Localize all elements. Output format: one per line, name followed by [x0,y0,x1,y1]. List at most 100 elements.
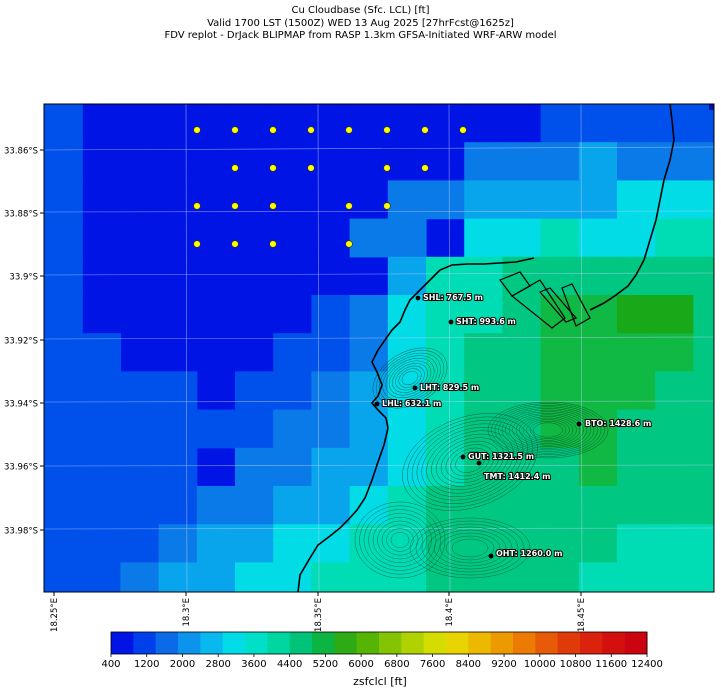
station-label: BTO: 1428.6 m [585,419,651,428]
colorbar-tick-label: 9200 [491,659,516,670]
colorbar-swatch [446,632,469,654]
lat-tick-label: 33.98°S [4,527,38,537]
lat-tick-label: 33.92°S [4,337,38,347]
grid-point [269,164,277,172]
longitude-axis: 18.25°E 18.3°E 18.35°E 18.4°E 18.45°E [50,592,587,632]
grid-point [421,164,429,172]
station-label: GUT: 1321.5 m [468,452,534,461]
colorbar-tick-label: 7600 [420,659,445,670]
grid-point [345,202,353,210]
stations: SHL: 767.5 m SHT: 993.6 m LHT: 829.5 m LHL:… [374,292,652,559]
grid-point [231,164,239,172]
lat-tick-label: 33.9°S [9,273,38,283]
lon-tick-label: 18.25°E [50,598,60,632]
colorbar-swatch [624,632,648,654]
grid-point [345,126,353,134]
colorbar-swatch [580,632,603,654]
grid-points [193,126,467,248]
colorbar-swatch [356,632,380,654]
grid-point [269,126,277,134]
title-line-2: Valid 1700 LST (1500Z) WED 13 Aug 2025 [… [207,17,514,29]
colorbar-tick-label: 2800 [205,659,230,670]
colorbar-tick-label: 10800 [560,659,592,670]
colorbar-swatch [513,632,536,654]
colorbar-swatch [267,632,291,654]
colorbar-swatch [401,632,425,654]
colorbar-swatch [468,632,492,654]
colorbar-swatch [133,632,157,654]
colorbar-swatch [155,632,179,654]
lon-tick-label: 18.35°E [314,598,324,632]
grid-point [345,240,353,248]
station-label: LHL: 632.1 m [382,399,441,408]
lat-tick-label: 33.94°S [4,400,38,410]
grid-point [193,202,201,210]
title-line-1: Cu Cloudbase (Sfc. LCL) [ft] [291,5,430,16]
station-marker [576,421,582,427]
lat-tick-label: 33.86°S [4,147,38,157]
grid-point [193,126,201,134]
coastline [297,257,535,592]
colorbar-tick-label: 400 [101,659,120,670]
colorbar-swatch [111,632,134,654]
grid-point [383,126,391,134]
colorbar-tick-label: 8400 [456,659,481,670]
grid-point [421,126,429,134]
grid-point [193,240,201,248]
colorbar-swatch [379,632,402,654]
latitude-axis: 33.86°S 33.88°S 33.9°S 33.92°S 33.94°S 33.96°… [4,147,44,537]
grid-point [459,126,467,134]
colorbar-label: zsfclcl [ft] [353,675,407,688]
grid-point [307,164,315,172]
lat-tick-label: 33.96°S [4,463,38,473]
grid-point [231,202,239,210]
grid-point [383,164,391,172]
station-label: LHT: 829.5 m [420,383,479,392]
grid-point [231,126,239,134]
station-marker [460,454,466,460]
coastline-east [589,104,675,311]
colorbar: 400 1200 2000 2800 3600 4400 5200 6000 6800 7600 8… [101,631,663,670]
station-label: TMT: 1412.4 m [484,472,550,481]
station-label: SHL: 767.5 m [423,293,483,302]
station-marker [488,553,494,559]
grid-point [269,202,277,210]
colorbar-swatch [423,632,447,654]
colorbar-swatch [200,632,224,654]
colorbar-swatch [178,632,201,654]
lon-tick-label: 18.3°E [182,598,192,627]
chart-title: Cu Cloudbase (Sfc. LCL) [ft] Valid 1700 … [0,5,721,43]
title-line-3: FDV replot - DrJack BLIPMAP from RASP 1.… [164,30,557,41]
colorbar-tick-label: 10000 [524,659,556,670]
station-marker [374,401,380,407]
station-label: OHT: 1260.0 m [496,549,563,558]
colorbar-tick-label: 5200 [313,659,338,670]
station-marker [415,295,421,301]
map-border [43,103,715,593]
colorbar-tick-label: 2000 [170,659,195,670]
colorbar-tick-label: 6800 [384,659,409,670]
grid-point [231,240,239,248]
lat-tick-label: 33.88°S [4,210,38,220]
map-area: SHL: 767.5 m SHT: 993.6 m LHT: 829.5 m LHL:… [43,103,715,593]
colorbar-tick-label: 6000 [348,659,373,670]
colorbar-tick-label: 12400 [631,659,663,670]
station-marker [412,385,418,391]
colorbar-swatch [289,632,313,654]
colorbar-swatch [245,632,268,654]
lon-tick-label: 18.4°E [445,598,455,627]
colorbar-swatch [334,632,358,654]
station-marker [448,319,454,325]
station-label: SHT: 993.6 m [456,317,516,326]
grid-point [269,240,277,248]
colorbar-swatch [557,632,581,654]
colorbar-tick-label: 11600 [595,659,627,670]
colorbar-swatch [490,632,514,654]
station-marker [476,460,482,466]
colorbar-tick-label: 4400 [277,659,302,670]
grid-point [383,202,391,210]
colorbar-swatch [312,632,335,654]
colorbar-swatch [535,632,559,654]
colorbar-swatch [222,632,246,654]
